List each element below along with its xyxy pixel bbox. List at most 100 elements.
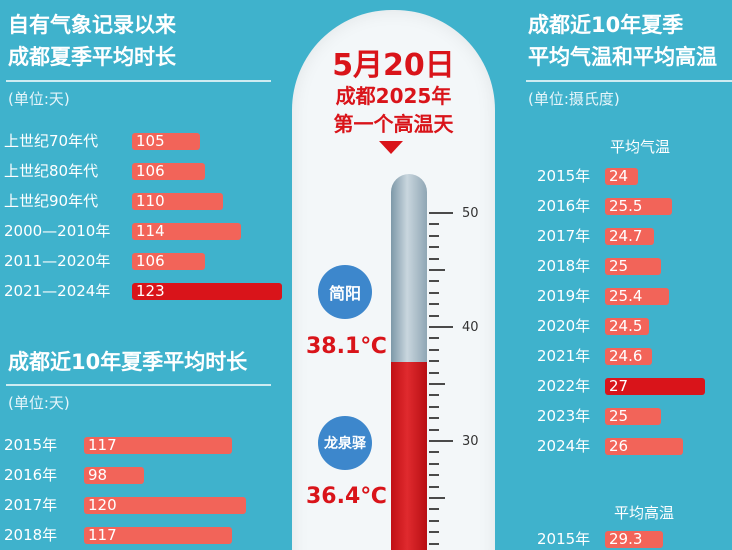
bar-row: 上世纪80年代 106 xyxy=(4,160,286,182)
scale-tick xyxy=(429,519,439,522)
scale-tick xyxy=(429,326,453,328)
station-temp-jianyang: 38.1℃ xyxy=(306,334,387,359)
bar-category-label: 2021年 xyxy=(537,347,591,365)
bar: 117 xyxy=(84,437,233,454)
bar: 24.6 xyxy=(605,348,652,365)
scale-tick xyxy=(429,223,439,226)
bar-row: 2019年 25.4 xyxy=(537,285,709,307)
scale-tick xyxy=(429,508,439,511)
bar-value-label: 24.6 xyxy=(609,347,643,365)
bar: 123 xyxy=(132,283,282,300)
chart1-title-line1: 自有气象记录以来 xyxy=(8,13,176,37)
station-temp-longquanyi: 36.4℃ xyxy=(306,484,387,509)
bar-value-label: 25 xyxy=(609,407,629,425)
divider xyxy=(526,80,732,82)
bar-category-label: 2015年 xyxy=(537,530,591,548)
bar-category-label: 上世纪90年代 xyxy=(4,192,99,210)
bar-value-label: 29.3 xyxy=(609,530,643,548)
scale-tick xyxy=(429,348,439,351)
bar-value-label: 123 xyxy=(136,282,165,300)
scale-tick xyxy=(429,531,439,534)
bar: 117 xyxy=(84,527,233,544)
headline-date: 5月20日 xyxy=(332,48,455,83)
bar-category-label: 2022年 xyxy=(537,377,591,395)
scale-tick xyxy=(429,360,439,363)
bar-category-label: 2019年 xyxy=(537,287,591,305)
bar-category-label: 2018年 xyxy=(537,257,591,275)
scale-tick xyxy=(429,269,445,271)
scale-tick xyxy=(429,212,453,214)
scale-tick xyxy=(429,371,439,374)
bar-value-label: 24 xyxy=(609,167,629,185)
bar: 24.5 xyxy=(605,317,650,335)
chart3-unit: (单位:摄氏度) xyxy=(528,90,620,108)
bar-row: 上世纪70年代 105 xyxy=(4,130,286,152)
headline-line3: 第一个高温天 xyxy=(333,112,454,136)
bar-value-label: 114 xyxy=(136,222,165,240)
bar-value-label: 24.7 xyxy=(609,227,643,245)
chart2-unit: (单位:天) xyxy=(8,394,70,412)
bar-value-label: 25.4 xyxy=(609,287,643,305)
bar-category-label: 2017年 xyxy=(4,496,58,514)
scale-tick xyxy=(429,246,439,249)
bar-category-label: 2011—2020年 xyxy=(4,252,111,270)
bar-value-label: 105 xyxy=(136,132,165,150)
bar-value-label: 106 xyxy=(136,252,165,270)
bar: 106 xyxy=(132,163,205,180)
scale-tick xyxy=(429,497,445,499)
scale-tick xyxy=(429,405,439,408)
bar: 25.4 xyxy=(605,287,670,305)
bar-row: 2018年 117 xyxy=(4,524,264,546)
bar: 105 xyxy=(132,132,201,150)
series-label-avg-temp: 平均气温 xyxy=(610,138,671,156)
bar-row: 2023年 25 xyxy=(537,405,709,427)
bar-row: 2021年 24.6 xyxy=(537,345,709,367)
bar-category-label: 上世纪70年代 xyxy=(4,132,99,150)
station-badge-longquanyi: 龙泉驿 xyxy=(318,416,372,470)
divider xyxy=(6,80,271,82)
scale-tick xyxy=(429,417,439,420)
scale-tick xyxy=(429,542,439,545)
scale-tick xyxy=(429,303,439,306)
bar-value-label: 98 xyxy=(88,466,108,484)
bar-category-label: 2020年 xyxy=(537,317,591,335)
bar: 26 xyxy=(605,438,683,455)
bar-category-label: 2017年 xyxy=(537,227,591,245)
bar-value-label: 106 xyxy=(136,162,165,180)
bar-row: 2016年 25.5 xyxy=(537,195,709,217)
scale-tick xyxy=(429,337,439,340)
bar: 120 xyxy=(84,496,247,514)
chart2-title: 成都近10年夏季平均时长 xyxy=(8,350,248,374)
bar-value-label: 26 xyxy=(609,437,629,455)
bar: 25 xyxy=(605,408,661,425)
bar-category-label: 2024年 xyxy=(537,437,591,455)
bar: 29.3 xyxy=(605,531,663,548)
bar-category-label: 2016年 xyxy=(4,466,58,484)
scale-label-50: 50 xyxy=(462,206,479,221)
bar-category-label: 2015年 xyxy=(4,436,58,454)
bar-row: 2021—2024年 123 xyxy=(4,280,286,302)
station-badge-jianyang: 简阳 xyxy=(318,265,372,319)
scale-tick xyxy=(429,462,439,465)
scale-tick xyxy=(429,394,439,397)
bar: 114 xyxy=(132,222,242,240)
scale-tick xyxy=(429,474,439,477)
series-label-avg-high: 平均高温 xyxy=(614,504,675,522)
bar-value-label: 25.5 xyxy=(609,197,643,215)
pointer-down-icon xyxy=(379,141,403,154)
headline-line2: 成都2025年 xyxy=(335,84,452,108)
bar-value-label: 110 xyxy=(136,192,165,210)
bar-category-label: 上世纪80年代 xyxy=(4,162,99,180)
bar: 24 xyxy=(605,167,639,185)
scale-tick xyxy=(429,257,439,260)
bar: 25.5 xyxy=(605,198,672,215)
bar-row: 2011—2020年 106 xyxy=(4,250,286,272)
bar-value-label: 24.5 xyxy=(609,317,643,335)
chart1-unit: (单位:天) xyxy=(8,90,70,108)
bar-category-label: 2023年 xyxy=(537,407,591,425)
bar-category-label: 2018年 xyxy=(4,526,58,544)
bar-value-label: 120 xyxy=(88,496,117,514)
scale-label-40: 40 xyxy=(462,320,479,335)
bar-row: 2015年 29.3 xyxy=(537,528,709,550)
bar-row: 2017年 24.7 xyxy=(537,225,709,247)
